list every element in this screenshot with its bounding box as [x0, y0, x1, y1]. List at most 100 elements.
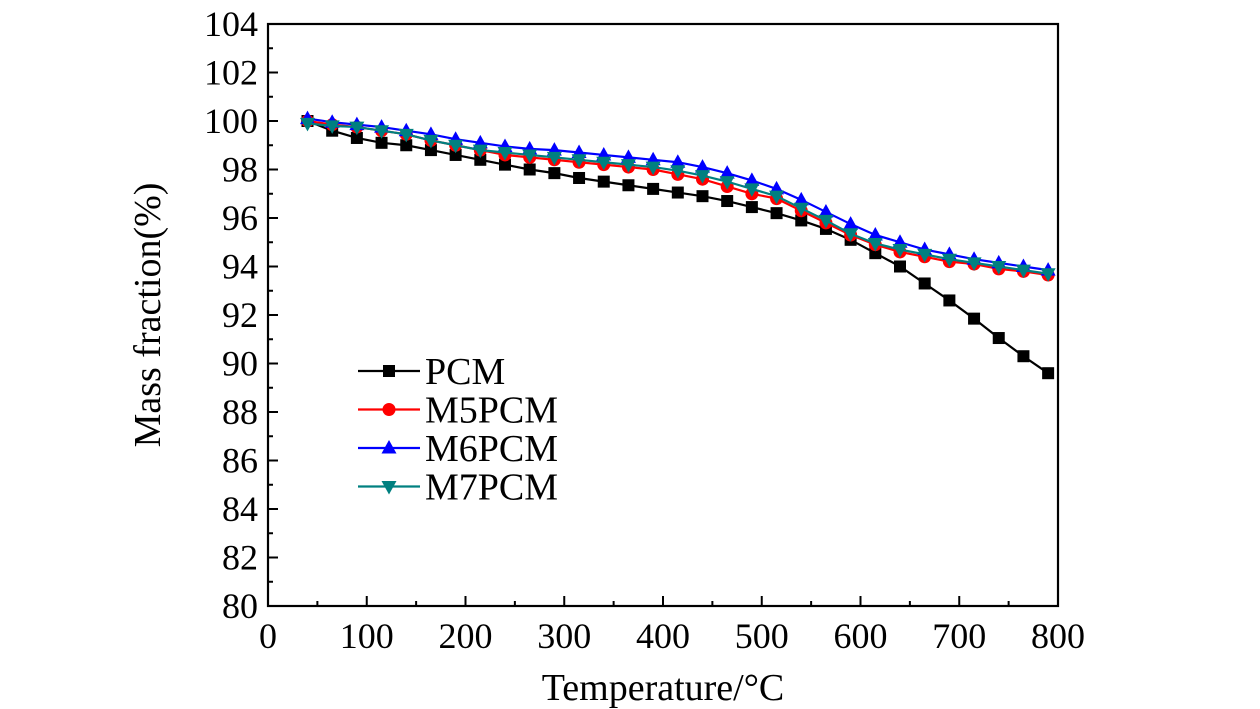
- y-tick-label: 96: [222, 198, 258, 238]
- x-axis-title: Temperature/°C: [542, 667, 785, 709]
- plot-frame: [266, 22, 1060, 608]
- x-tick-label: 400: [636, 616, 690, 656]
- data-point-pcm: [573, 171, 586, 184]
- data-point-pcm: [375, 136, 388, 149]
- data-point-m6pcm: [793, 191, 809, 206]
- data-point-pcm: [968, 312, 981, 325]
- data-point-m7pcm: [843, 228, 859, 242]
- data-point-m7pcm: [695, 170, 710, 184]
- data-point-pcm: [943, 294, 956, 307]
- data-point-m6pcm: [695, 159, 710, 173]
- data-point-m7pcm: [571, 154, 587, 168]
- legend-item-m7pcm: M7PCM: [358, 467, 558, 509]
- legend-item-pcm: PCM: [358, 351, 505, 393]
- data-point-m7pcm: [1015, 264, 1031, 279]
- x-tick-label: 200: [439, 616, 493, 656]
- data-point-pcm: [350, 131, 363, 144]
- data-point-pcm: [696, 190, 709, 203]
- legend-label: M5PCM: [425, 390, 558, 432]
- data-point-m7pcm: [917, 248, 933, 263]
- x-tick-label: 800: [1031, 616, 1085, 656]
- data-point-pcm: [671, 186, 684, 199]
- data-point-pcm: [1042, 367, 1055, 380]
- y-tick-label: 88: [222, 392, 258, 432]
- data-point-pcm: [745, 201, 758, 214]
- data-point-pcm: [647, 182, 660, 195]
- y-tick-label: 86: [222, 441, 258, 481]
- legend-marker: [381, 481, 397, 495]
- y-tick-label: 98: [222, 150, 258, 190]
- y-tick-label: 104: [204, 4, 258, 44]
- x-tick-label: 100: [340, 616, 394, 656]
- data-point-m7pcm: [670, 165, 686, 179]
- data-point-pcm: [597, 175, 610, 188]
- legend-label: M7PCM: [425, 467, 558, 509]
- y-tick-label: 102: [204, 53, 258, 93]
- legend-marker: [383, 365, 395, 377]
- data-point-m7pcm: [991, 261, 1007, 275]
- data-point-pcm: [548, 167, 561, 180]
- data-point-pcm: [622, 179, 635, 192]
- data-point-pcm: [770, 207, 783, 220]
- data-point-pcm: [474, 153, 487, 166]
- data-point-m7pcm: [472, 144, 488, 159]
- data-point-m6pcm: [867, 226, 883, 241]
- x-tick-label: 700: [932, 616, 986, 656]
- data-point-m7pcm: [645, 161, 661, 176]
- data-point-m7pcm: [596, 156, 612, 171]
- data-point-m7pcm: [719, 176, 735, 190]
- data-point-m6pcm: [843, 216, 859, 230]
- y-tick-label: 82: [222, 538, 258, 578]
- data-point-pcm: [795, 214, 808, 227]
- data-point-m7pcm: [620, 159, 636, 173]
- data-point-m7pcm: [793, 202, 809, 217]
- data-point-m7pcm: [324, 120, 340, 134]
- y-tick-label: 80: [222, 586, 258, 626]
- series-layer: [300, 110, 1056, 380]
- data-point-pcm: [992, 332, 1005, 345]
- legend-marker: [382, 403, 396, 416]
- legend-label: M6PCM: [425, 428, 558, 470]
- legend-marker: [381, 440, 397, 454]
- data-point-m6pcm: [744, 172, 760, 186]
- y-tick-label: 90: [222, 344, 258, 384]
- data-point-pcm: [721, 195, 734, 208]
- y-axis-title: Mass fraction(%): [127, 183, 169, 448]
- y-tick-label: 84: [222, 489, 258, 529]
- data-point-pcm: [499, 158, 511, 171]
- x-tick-label: 0: [259, 616, 277, 656]
- y-tick-label: 100: [204, 101, 258, 141]
- data-point-pcm: [523, 163, 536, 176]
- data-point-m7pcm: [423, 134, 439, 149]
- data-point-m7pcm: [546, 151, 562, 166]
- data-point-m7pcm: [448, 139, 464, 154]
- data-point-m7pcm: [522, 149, 538, 163]
- data-point-m7pcm: [374, 125, 390, 139]
- x-tick-label: 300: [537, 616, 591, 656]
- data-point-m6pcm: [818, 203, 834, 218]
- data-point-m6pcm: [670, 154, 686, 168]
- data-point-pcm: [449, 148, 462, 161]
- data-point-m7pcm: [769, 190, 785, 205]
- data-point-m7pcm: [941, 253, 957, 268]
- data-point-m7pcm: [966, 257, 982, 271]
- data-point-m7pcm: [300, 117, 315, 132]
- legend-label: PCM: [425, 351, 505, 393]
- x-tick-label: 600: [834, 616, 888, 656]
- series-m7pcm: [300, 117, 1056, 282]
- y-tick-label: 92: [222, 295, 258, 335]
- x-tick-label: 500: [735, 616, 789, 656]
- legend-item-m6pcm: M6PCM: [358, 428, 558, 470]
- data-point-m6pcm: [719, 165, 735, 179]
- data-point-pcm: [918, 277, 931, 290]
- data-point-m7pcm: [1040, 268, 1056, 282]
- data-point-m7pcm: [349, 121, 365, 136]
- data-point-pcm: [894, 260, 906, 273]
- data-point-m7pcm: [867, 237, 883, 252]
- data-point-pcm: [1017, 350, 1030, 363]
- data-point-pcm: [400, 139, 413, 152]
- data-point-m7pcm: [744, 183, 760, 197]
